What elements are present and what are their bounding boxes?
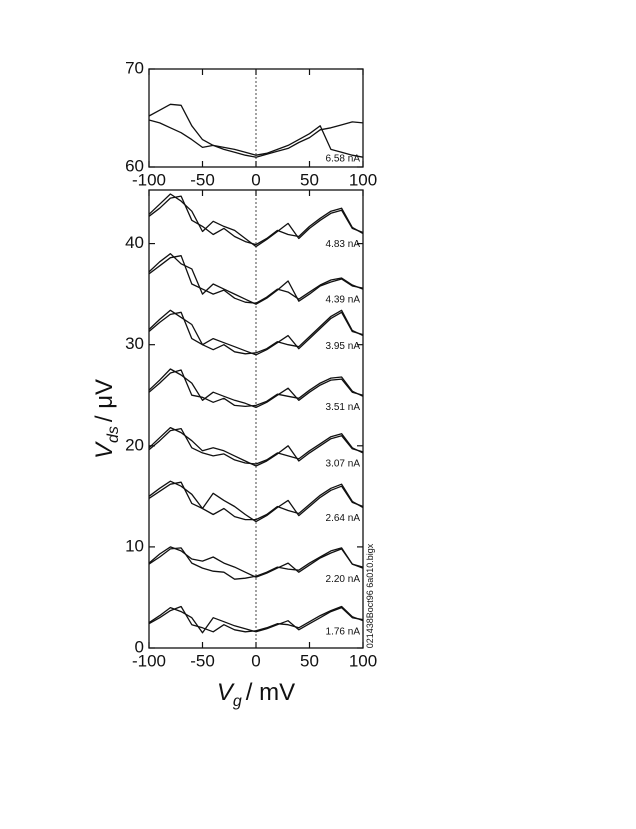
trace <box>148 547 364 580</box>
axis-unit: / mV <box>246 679 295 706</box>
x-tick-label: 50 <box>300 170 319 189</box>
x-tick-label: 100 <box>349 651 377 670</box>
trace <box>148 103 364 158</box>
curve-label: 3.51 nA <box>326 402 361 413</box>
curve-label: 4.83 nA <box>326 239 361 250</box>
y-tick-label: 20 <box>125 435 144 454</box>
x-tick-label: -100 <box>132 651 166 670</box>
trace <box>148 369 364 408</box>
axis-unit: / μV <box>91 379 118 422</box>
y-tick-label: 10 <box>125 536 144 555</box>
axis-label: Vds / μV <box>91 379 122 459</box>
y-tick-label: 30 <box>125 334 144 353</box>
y-tick-label: 60 <box>125 156 144 175</box>
trace <box>148 119 364 158</box>
trace <box>148 427 364 465</box>
axis-subscript: g <box>233 693 242 710</box>
x-tick-label: -50 <box>190 170 215 189</box>
x-tick-label: 0 <box>251 651 260 670</box>
curve-label: 3.07 nA <box>326 458 361 469</box>
curve-label: 2.64 nA <box>326 513 361 524</box>
trace <box>148 195 364 246</box>
trace <box>148 605 364 633</box>
curve-label: 6.58 nA <box>326 154 361 165</box>
trace <box>148 481 364 521</box>
axis-symbol: V <box>91 441 118 459</box>
x-tick-label: 50 <box>300 651 319 670</box>
x-tick-label: 100 <box>349 170 377 189</box>
axis-symbol: V <box>217 679 235 706</box>
y-tick-label: 70 <box>125 58 144 77</box>
curve-label: 1.76 nA <box>326 626 361 637</box>
x-tick-label: -100 <box>132 170 166 189</box>
curve-label: 2.20 nA <box>326 574 361 585</box>
curve-label: 4.39 nA <box>326 295 361 306</box>
x-tick-label: 0 <box>251 170 260 189</box>
y-tick-label: 0 <box>135 637 144 656</box>
curve-label: 3.95 nA <box>326 341 361 352</box>
axis-subscript: ds <box>105 426 122 443</box>
axis-label: Vg / mV <box>217 679 295 710</box>
trace <box>148 309 364 355</box>
annotation: 021438Boct96 6a010.bigx <box>365 543 375 648</box>
trace <box>148 255 364 304</box>
y-tick-label: 40 <box>125 233 144 252</box>
x-tick-label: -50 <box>190 651 215 670</box>
